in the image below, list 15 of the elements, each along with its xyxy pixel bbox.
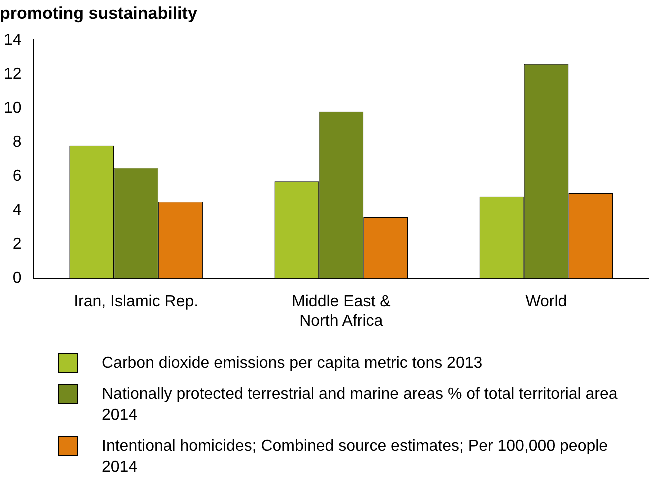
y-tick-label: 4	[12, 202, 22, 219]
y-tick-label: 0	[12, 270, 22, 288]
legend-label: Intentional homicides; Combined source estimates; Per 100,000 people 2014	[102, 437, 610, 478]
y-tick-label: 2	[12, 236, 22, 253]
legend-label: Carbon dioxide emissions per capita metric tons 2013	[102, 354, 483, 374]
y-tick-label: 14	[4, 32, 22, 49]
y-tick-label: 6	[12, 168, 22, 185]
x-tick-label: Iran, Islamic Rep.	[74, 294, 199, 311]
x-tick-label: Middle East & North Africa	[292, 294, 392, 330]
x-tick-label: World	[526, 294, 568, 311]
legend-label: Nationally protected terrestrial and marine areas % of total territorial area 2014	[102, 385, 619, 426]
chart-title: promoting sustainability	[0, 4, 198, 23]
y-tick-label: 12	[4, 66, 22, 83]
y-tick-label: 10	[4, 100, 22, 117]
y-tick-label: 8	[12, 134, 22, 151]
